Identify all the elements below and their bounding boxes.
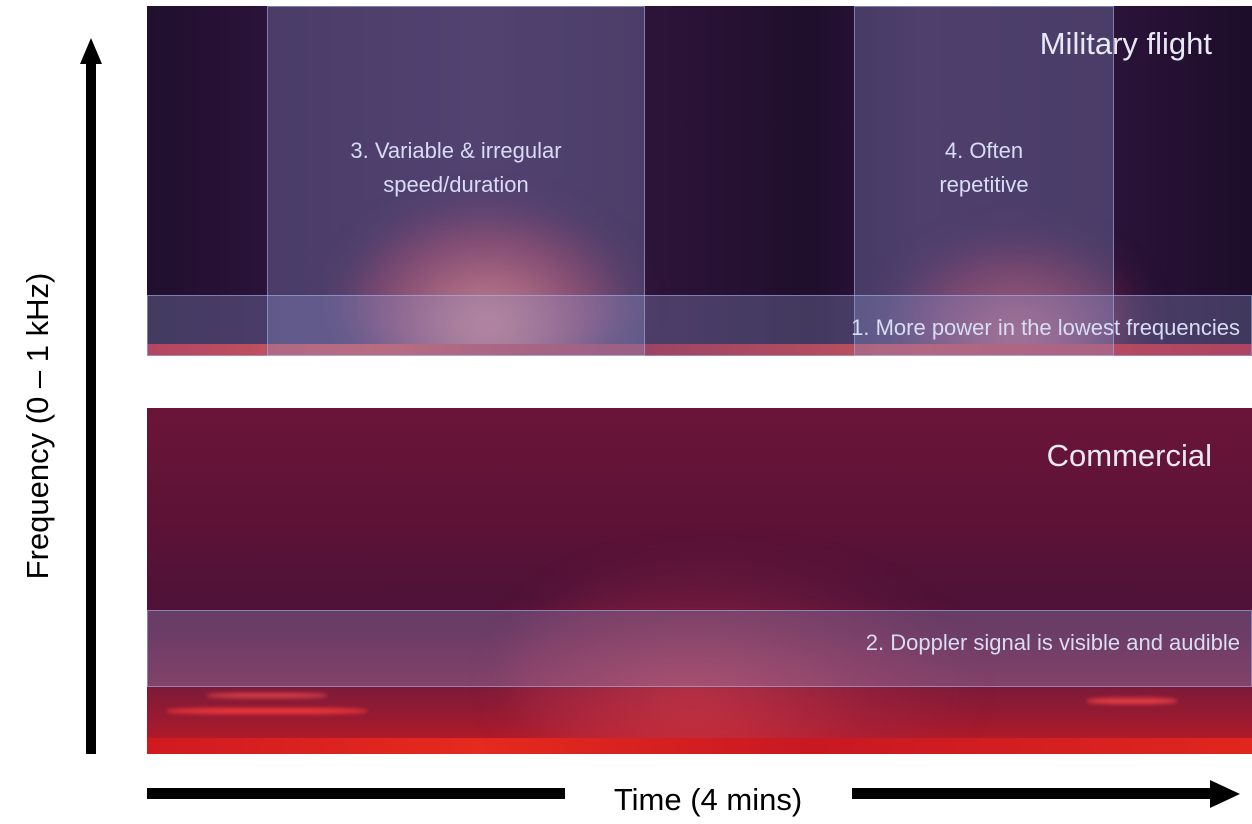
doppler-curve-left-2 <box>207 693 327 698</box>
military-spectrogram: Military flight 3. Variable & irregular … <box>147 6 1252 356</box>
variable-speed-label-line2: speed/duration <box>383 172 529 197</box>
military-title: Military flight <box>1039 26 1212 61</box>
commercial-title: Commercial <box>1046 438 1212 473</box>
y-axis-arrowhead <box>80 38 102 64</box>
doppler-curve-left <box>167 708 367 714</box>
doppler-label: 2. Doppler signal is visible and audible <box>865 630 1240 655</box>
low-frequency-label: 1. More power in the lowest frequencies <box>851 315 1240 340</box>
x-axis-line-right <box>852 788 1212 799</box>
x-axis-label: Time (4 mins) <box>613 782 803 817</box>
doppler-highlight <box>147 610 1252 687</box>
repetitive-highlight <box>854 6 1114 356</box>
variable-speed-highlight <box>267 6 645 356</box>
commercial-signal <box>507 558 967 754</box>
military-low-band <box>147 344 1252 356</box>
military-burst-1 <box>337 206 637 356</box>
y-axis-line <box>86 60 96 754</box>
low-frequency-highlight <box>147 295 1252 356</box>
commercial-spectrogram: Commercial 2. Doppler signal is visible … <box>147 408 1252 754</box>
repetitive-label: 4. Often repetitive <box>854 134 1114 202</box>
commercial-low-band <box>147 738 1252 754</box>
y-axis-label: Frequency (0 – 1 kHz) <box>20 272 55 580</box>
doppler-curve-right <box>1087 698 1177 704</box>
repetitive-label-line2: repetitive <box>939 172 1029 197</box>
x-axis-arrowhead <box>1210 780 1240 808</box>
variable-speed-label: 3. Variable & irregular speed/duration <box>267 134 645 202</box>
x-axis-line-left <box>147 788 565 799</box>
military-burst-2 <box>887 236 1147 356</box>
repetitive-label-line1: 4. Often <box>944 138 1024 163</box>
variable-speed-label-line1: 3. Variable & irregular <box>350 138 562 163</box>
